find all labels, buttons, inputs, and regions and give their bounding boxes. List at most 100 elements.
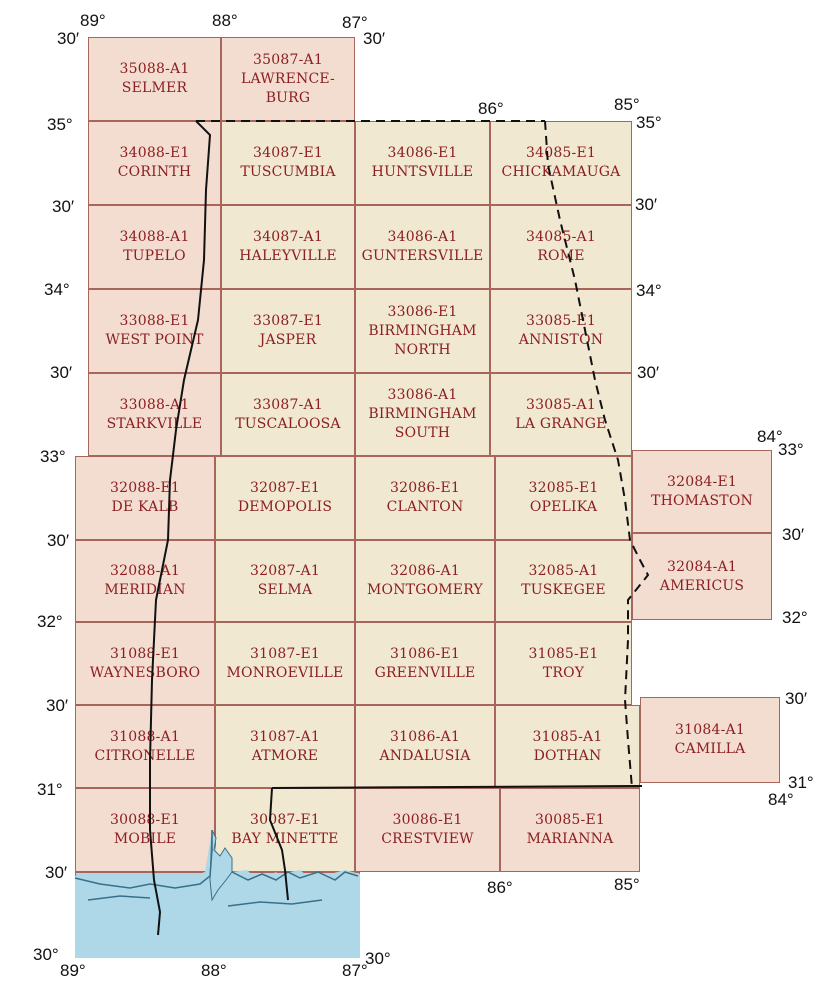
coordinate-label: 31° xyxy=(788,773,814,792)
quadrangle-code: 33085-A1 xyxy=(526,396,596,413)
quadrangle-name: TUPELO xyxy=(123,248,186,264)
quadrangle-code: 33088-A1 xyxy=(119,396,190,413)
quadrangle-code: 30088-E1 xyxy=(110,812,180,828)
boundary-west xyxy=(149,120,212,936)
quadrangle-31087-A1: 31087-A1 ATMORE xyxy=(215,705,355,788)
quadrangle-34088-A1: 34088-A1 TUPELO xyxy=(88,205,221,289)
coordinate-label: 87° xyxy=(342,13,368,32)
quadrangle-code: 31085-E1 xyxy=(528,645,599,662)
coordinate-label: 32° xyxy=(782,608,808,627)
coordinate-label: 30′ xyxy=(637,363,660,382)
quadrangle-31088-A1: 31088-A1 CITRONELLE xyxy=(75,705,215,788)
coordinate-label: 30′ xyxy=(52,197,75,216)
coordinate-label: 30° xyxy=(33,945,59,964)
coordinate-label: 30′ xyxy=(47,531,70,550)
quadrangle-code: 33086-E1 xyxy=(387,303,458,320)
coordinate-label: 30′ xyxy=(785,689,808,708)
coordinate-label: 35° xyxy=(47,115,73,134)
quadrangle-33087-E1: 33087-E1 JASPER xyxy=(221,289,355,373)
quadrangle-34087-E1: 34087-E1 TUSCUMBIA xyxy=(221,121,355,205)
quadrangle-code: 34085-E1 xyxy=(526,145,596,161)
quadrangle-32087-A1: 32087-A1 SELMA xyxy=(215,540,355,622)
quadrangle-code: 30085-E1 xyxy=(535,812,605,828)
quadrangle-code: 34087-E1 xyxy=(253,145,323,161)
quadrangle-34087-A1: 34087-A1 HALEYVILLE xyxy=(221,205,355,289)
boundary-south xyxy=(271,785,643,789)
boundary-south-west xyxy=(268,787,289,901)
coordinate-label: 30′ xyxy=(46,696,69,715)
quadrangle-name: TUSKEGEE xyxy=(521,582,606,598)
quadrangle-name: CLANTON xyxy=(386,499,464,515)
quadrangle-32088-E1: 32088-E1 DE KALB xyxy=(75,456,215,540)
coordinate-label: 30° xyxy=(365,949,391,968)
quadrangle-name: SELMER xyxy=(121,80,188,96)
quadrangle-name: JASPER xyxy=(259,332,317,348)
quadrangle-code: 34086-A1 xyxy=(387,229,458,245)
quadrangle-30086-E1: 30086-E1 CRESTVIEW xyxy=(355,788,500,872)
quadrangle-name: THOMASTON xyxy=(651,492,753,509)
quadrangle-name: MOBILE xyxy=(113,831,177,847)
quadrangle-name: MONTGOMERY xyxy=(367,582,483,598)
quadrangle-code: 35087-A1 xyxy=(253,51,323,68)
quadrangle-code: 34088-E1 xyxy=(119,145,190,161)
quadrangle-code: 31086-A1 xyxy=(390,728,460,745)
quadrangle-code: 31086-E1 xyxy=(390,645,460,662)
quadrangle-code: 33087-A1 xyxy=(253,396,323,413)
quadrangle-30088-E1: 30088-E1 MOBILE xyxy=(75,788,215,872)
coordinate-label: 30′ xyxy=(57,29,80,48)
quadrangle-code: 32084-A1 xyxy=(667,558,737,575)
coordinate-label: 33° xyxy=(778,440,804,459)
quadrangle-32086-A1: 32086-A1 MONTGOMERY xyxy=(355,540,495,622)
quadrangle-code: 31084-A1 xyxy=(675,722,745,738)
coordinate-label: 85° xyxy=(614,95,640,114)
quadrangle-code: 34088-A1 xyxy=(119,229,190,245)
coordinate-label: 34° xyxy=(636,281,662,300)
coordinate-label: 33° xyxy=(40,447,66,466)
coordinate-label: 85° xyxy=(614,875,640,894)
quadrangle-code: 31087-E1 xyxy=(250,645,320,662)
quadrangle-31087-E1: 31087-E1 MONROEVILLE xyxy=(215,622,355,705)
coordinate-label: 89° xyxy=(80,11,106,30)
gulf-coast-water xyxy=(75,830,360,958)
coordinate-label: 35° xyxy=(636,113,662,132)
quadrangle-name: CHICKAMAUGA xyxy=(501,164,621,180)
coordinate-label: 84° xyxy=(757,427,783,446)
quadrangle-code: 31085-A1 xyxy=(532,728,603,745)
quadrangle-name: ATMORE xyxy=(251,747,319,764)
quadrangle-31085-A1: 31085-A1 DOTHAN xyxy=(495,705,640,788)
quadrangle-32085-E1: 32085-E1 OPELIKA xyxy=(495,456,632,540)
quadrangle-name: TUSCUMBIA xyxy=(240,164,336,180)
quadrangle-name: BIRMINGHAM NORTH xyxy=(368,322,477,358)
quadrangle-name: MARIANNA xyxy=(526,831,614,847)
coordinate-label: 31° xyxy=(37,780,63,799)
quadrangle-code: 32086-E1 xyxy=(390,480,460,496)
coordinate-label: 30′ xyxy=(50,363,73,382)
coordinate-label: 30′ xyxy=(45,863,68,882)
quadrangle-name: OPELIKA xyxy=(529,499,598,515)
coordinate-label: 88° xyxy=(212,11,238,30)
quadrangle-30085-E1: 30085-E1 MARIANNA xyxy=(500,788,640,872)
quadrangle-name: MONROEVILLE xyxy=(226,664,344,681)
quadrangle-35087-A1: 35087-A1 LAWRENCE- BURG xyxy=(221,37,355,121)
quadrangle-34088-E1: 34088-E1 CORINTH xyxy=(88,121,221,205)
quadrangle-name: TROY xyxy=(542,664,585,681)
quadrangle-name: DOTHAN xyxy=(533,747,602,764)
quadrangle-34085-A1: 34085-A1 ROME xyxy=(490,205,632,289)
quadrangle-code: 32087-A1 xyxy=(250,563,320,579)
quadrangle-33087-A1: 33087-A1 TUSCALOOSA xyxy=(221,373,355,456)
quadrangle-name: ROME xyxy=(537,248,585,264)
quadrangle-32084-E1: 32084-E1 THOMASTON xyxy=(632,450,772,533)
quadrangle-name: CORINTH xyxy=(117,164,192,180)
quadrangle-name: DE KALB xyxy=(111,499,179,515)
quadrangle-name: LA GRANGE xyxy=(515,415,607,432)
quadrangle-code: 34086-E1 xyxy=(387,145,458,161)
quadrangle-33085-E1: 33085-E1 ANNISTON xyxy=(490,289,632,373)
quadrangle-code: 32084-E1 xyxy=(667,473,737,490)
quadrangle-name: DEMOPOLIS xyxy=(237,499,333,515)
coordinate-label: 30′ xyxy=(635,195,658,214)
quadrangle-code: 30086-E1 xyxy=(392,812,463,828)
quadrangle-code: 34087-A1 xyxy=(253,229,323,245)
quadrangle-name: CRESTVIEW xyxy=(381,831,474,847)
quadrangle-name: CAMILLA xyxy=(674,741,746,757)
